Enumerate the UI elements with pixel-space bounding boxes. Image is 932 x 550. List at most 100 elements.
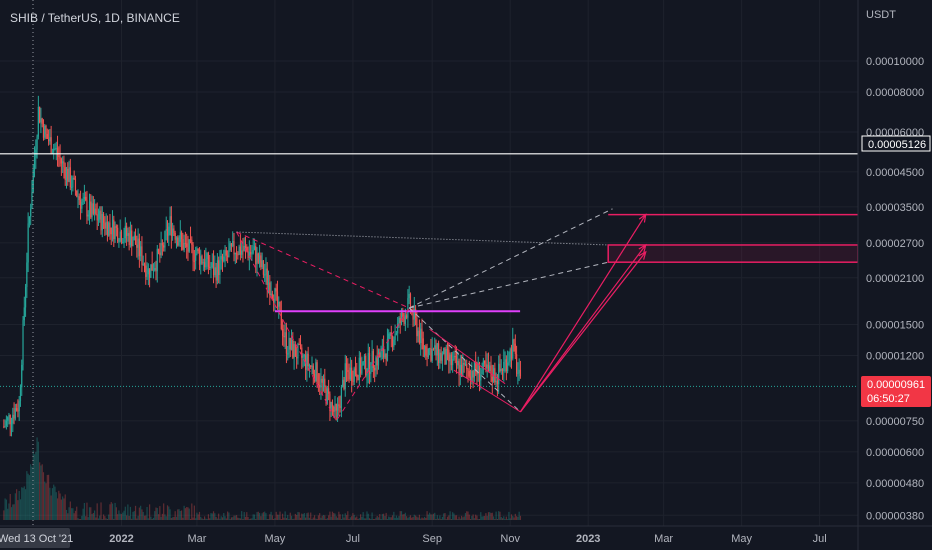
volume-bar: [326, 518, 328, 520]
volume-bar: [413, 514, 415, 520]
volume-bar: [379, 513, 381, 520]
candle-body: [453, 356, 455, 360]
wedge-lower-line: [453, 369, 521, 413]
volume-bar: [492, 516, 495, 520]
volume-bar: [380, 519, 382, 520]
candle-body: [354, 368, 357, 375]
volume-bar: [287, 515, 289, 520]
candle-body: [353, 368, 355, 382]
arrow-head: [638, 213, 647, 223]
volume-bar: [143, 515, 146, 520]
candle-body: [374, 367, 376, 371]
candle-body: [347, 370, 349, 372]
volume-bar: [54, 486, 56, 520]
volume-bar: [426, 511, 428, 520]
candle-body: [131, 230, 133, 247]
candle-body: [432, 349, 435, 351]
volume-bar: [179, 510, 181, 520]
candle-body: [274, 288, 276, 303]
candle-body: [490, 365, 492, 377]
volume-bar: [461, 515, 463, 520]
candle-body: [26, 262, 28, 287]
candle-body: [436, 343, 438, 356]
candle-body: [270, 293, 272, 296]
candle-body: [202, 262, 204, 264]
candle-body: [198, 251, 201, 265]
candle-body: [151, 264, 153, 271]
volume-bar: [310, 512, 312, 520]
candle-body: [23, 307, 25, 321]
volume-bar: [206, 519, 208, 520]
symbol-title[interactable]: SHIB / TetherUS, 1D, BINANCE: [10, 11, 180, 25]
candle-body: [445, 348, 447, 365]
volume-bar: [388, 516, 390, 520]
volume-bar: [160, 516, 162, 520]
candle-body: [443, 348, 445, 355]
volume-bar: [397, 517, 399, 520]
candle-body: [290, 339, 293, 350]
volume-bar: [339, 514, 341, 520]
volume-bar: [400, 511, 403, 520]
candles[interactable]: [3, 95, 522, 437]
volume-bar: [177, 509, 179, 520]
candle-body: [88, 201, 91, 215]
candle-body: [120, 231, 123, 243]
volume-bar: [166, 505, 169, 520]
volume-bar: [266, 519, 268, 520]
candle-body: [301, 347, 303, 358]
volume-bar: [62, 496, 64, 520]
volume-bar: [458, 516, 460, 520]
candle-body: [33, 157, 36, 170]
volume-bar: [220, 516, 222, 520]
candle-body: [298, 344, 300, 346]
volume-bar: [243, 512, 245, 520]
volume-bar: [251, 518, 253, 520]
drawings[interactable]: [0, 153, 859, 422]
dotted-gray-line: [236, 231, 609, 246]
candle-body: [486, 364, 488, 369]
candle-body: [3, 426, 5, 428]
volume-bar: [444, 513, 446, 520]
volume-bar: [417, 517, 419, 520]
candle-body: [244, 245, 247, 248]
time-tick-label: Jul: [346, 533, 360, 545]
volume-bar: [487, 512, 490, 520]
volume-bar: [462, 517, 464, 520]
volume-bar: [193, 505, 195, 520]
candle-body: [175, 237, 178, 240]
hline-price-badge[interactable]: [861, 135, 931, 152]
candle-body: [150, 264, 152, 278]
candle-body: [68, 167, 70, 182]
candle-body: [47, 138, 50, 142]
volume-bar: [386, 519, 389, 520]
candle-body: [105, 221, 107, 229]
candle-body: [253, 246, 256, 251]
volume-bar: [281, 513, 284, 520]
candle-body: [218, 260, 220, 276]
price-axis-panel[interactable]: [858, 0, 932, 550]
candle-body: [491, 376, 493, 382]
candle-body: [201, 256, 203, 264]
volume-bar: [12, 504, 14, 520]
volume-bar: [466, 511, 468, 520]
candle-body: [467, 369, 469, 372]
candle-body: [503, 361, 505, 372]
volume-bar: [476, 515, 478, 520]
candle-body: [349, 367, 351, 380]
volume-bar: [501, 518, 504, 520]
candle-body: [416, 317, 418, 337]
candle-body: [362, 362, 364, 366]
volume-bar: [174, 511, 176, 520]
volume-bar: [163, 503, 165, 520]
candle-body: [321, 378, 323, 383]
candle-body: [420, 328, 422, 344]
candle-body: [8, 414, 10, 418]
candle-body: [170, 216, 172, 236]
time-tick-label: May: [731, 533, 752, 545]
candle-body: [86, 200, 88, 217]
volume-bar: [385, 512, 387, 520]
volume-bar: [264, 511, 266, 520]
candle-body: [207, 253, 210, 267]
candle-body: [113, 219, 115, 240]
